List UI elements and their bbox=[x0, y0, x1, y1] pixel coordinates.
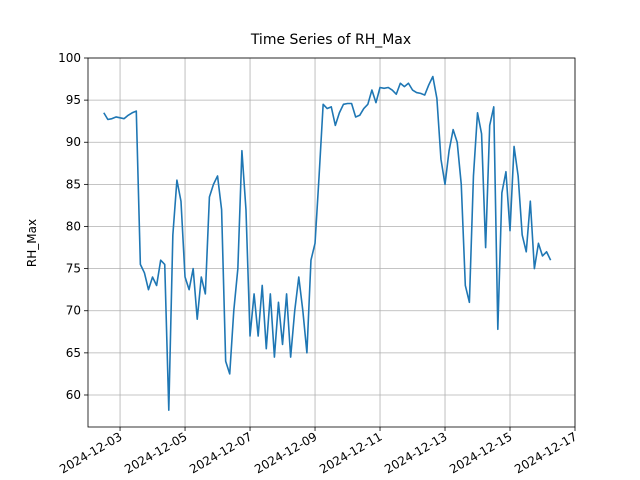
y-tick-label: 95 bbox=[66, 93, 81, 107]
x-tick-label: 2024-12-15 bbox=[447, 429, 514, 476]
x-tick-label: 2024-12-17 bbox=[512, 429, 579, 476]
y-tick-label: 100 bbox=[58, 51, 81, 65]
y-tick-label: 75 bbox=[66, 262, 81, 276]
y-tick-label: 60 bbox=[66, 388, 81, 402]
y-tick-label: 65 bbox=[66, 346, 81, 360]
plot-frame bbox=[87, 57, 576, 428]
y-tick-label: 80 bbox=[66, 219, 81, 233]
x-tick-label: 2024-12-07 bbox=[187, 429, 254, 476]
chart-title: Time Series of RH_Max bbox=[250, 32, 411, 48]
y-tick-label: 85 bbox=[66, 177, 81, 191]
y-axis-label: RH_Max bbox=[25, 219, 39, 267]
x-tick-label: 2024-12-09 bbox=[252, 429, 319, 476]
x-tick-label: 2024-12-13 bbox=[382, 429, 449, 476]
y-tick-label: 90 bbox=[66, 135, 81, 149]
y-tick-label: 70 bbox=[66, 304, 81, 318]
x-tick-label: 2024-12-03 bbox=[57, 429, 124, 476]
data-line bbox=[103, 75, 552, 411]
x-tick-label: 2024-12-11 bbox=[317, 429, 384, 476]
x-tick-label: 2024-12-05 bbox=[122, 429, 189, 476]
